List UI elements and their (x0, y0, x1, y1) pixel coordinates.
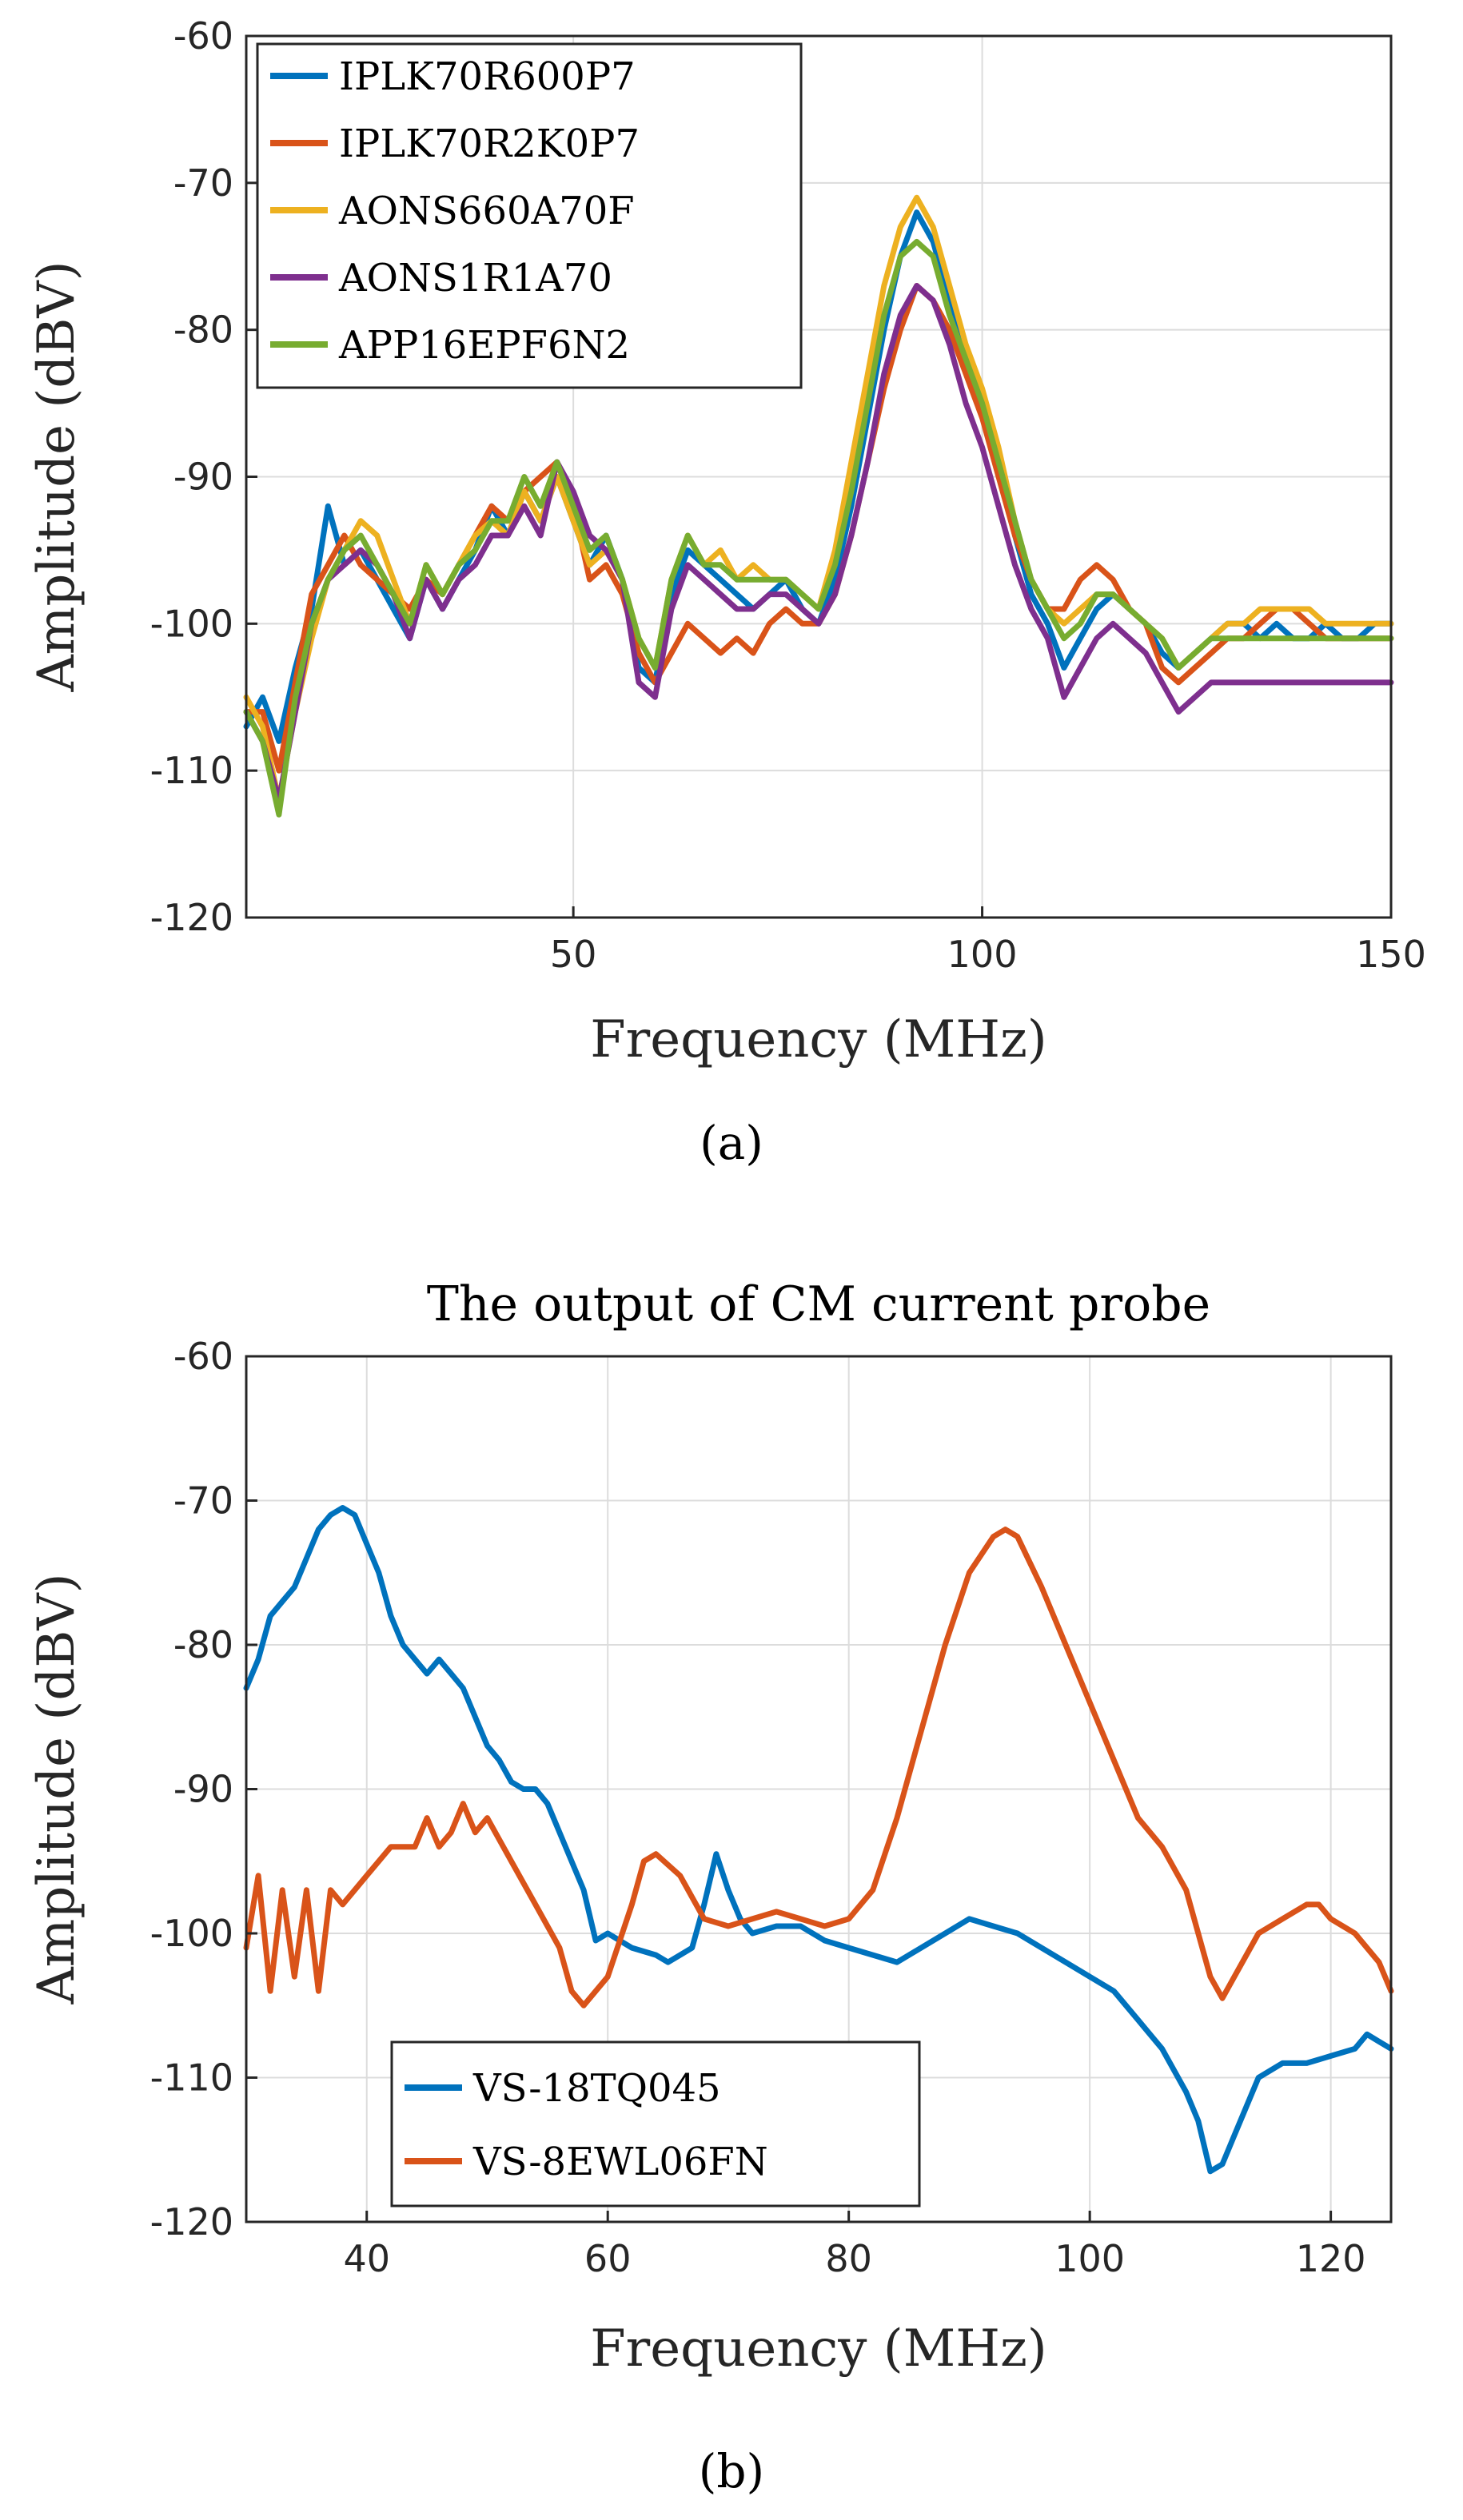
series-line-app16epf6n2 (243, 238, 1394, 818)
y-tick-label: -90 (173, 456, 233, 499)
x-tick-label: 40 (343, 2237, 390, 2280)
x-ticks-b: 40 60 80 100 120 (343, 2211, 1366, 2280)
legend-label: AONS660A70F (338, 189, 635, 233)
legend-entries-a: IPLK70R600P7 IPLK70R2K0P7 AONS660A70F AONS1… (270, 54, 640, 368)
legend-b: VS-18TQ045 VS-8EWL06FN (390, 2040, 921, 2207)
x-tick-label: 50 (550, 933, 597, 976)
panel-a: -60 -70 -80 -90 -100 -110 -120 50 100 150 Freque… (27, 14, 1426, 1170)
x-axis-label-b: Frequency (MHz) (590, 2319, 1047, 2379)
series-group-a (243, 194, 1394, 818)
legend-label: VS-18TQ045 (472, 2066, 721, 2111)
y-tick-label: -80 (173, 1623, 233, 1666)
y-axis-label-a: Amplitude (dBV) (27, 261, 86, 692)
x-tick-label: 100 (1054, 2237, 1125, 2280)
x-ticks-a: 50 100 150 (550, 906, 1426, 976)
chart-title-b: The output of CM current probe (427, 1276, 1210, 1332)
y-ticks-b: -60 -70 -80 -90 -100 -110 -120 (150, 1335, 257, 2243)
y-tick-label: -60 (173, 1335, 233, 1378)
caption-b: (b) (699, 2444, 764, 2498)
y-tick-label: -100 (150, 602, 233, 645)
x-tick-label: 120 (1296, 2237, 1366, 2280)
series-line-vs-18tq045 (243, 1505, 1394, 2175)
x-tick-label: 100 (947, 933, 1018, 976)
x-tick-label: 150 (1356, 933, 1426, 976)
series-line-aons1r1a70 (243, 283, 1394, 803)
legend-label: AONS1R1A70 (338, 256, 612, 301)
legend-label: VS-8EWL06FN (472, 2140, 768, 2184)
y-tick-label: -60 (173, 14, 233, 58)
y-tick-label: -70 (173, 161, 233, 205)
legend-label: IPLK70R2K0P7 (339, 121, 640, 166)
legend-label: IPLK70R600P7 (339, 54, 636, 99)
y-tick-label: -120 (150, 896, 233, 939)
y-tick-label: -110 (150, 749, 233, 792)
y-tick-label: -80 (173, 309, 233, 352)
caption-a: (a) (700, 1116, 763, 1170)
y-tick-label: -70 (173, 1479, 233, 1523)
legend-box-b (390, 2040, 921, 2207)
legend-a: IPLK70R600P7 IPLK70R2K0P7 AONS660A70F AONS1… (256, 42, 803, 389)
y-axis-label-b: Amplitude (dBV) (27, 1573, 86, 2004)
y-tick-label: -100 (150, 1912, 233, 1955)
x-axis-label-a: Frequency (MHz) (590, 1010, 1047, 1069)
series-line-vs-8ewl06fn (243, 1527, 1394, 2008)
x-tick-label: 80 (825, 2237, 872, 2280)
y-ticks-a: -60 -70 -80 -90 -100 -110 -120 (150, 14, 257, 939)
y-tick-label: -90 (173, 1768, 233, 1811)
y-tick-label: -110 (150, 2056, 233, 2100)
legend-label: APP16EPF6N2 (338, 323, 630, 368)
panel-b: The output of CM current probe -60 -70 -80… (27, 1276, 1394, 2498)
legend-entries-b: VS-18TQ045 VS-8EWL06FN (405, 2066, 768, 2184)
series-group-b (243, 1505, 1394, 2175)
legend-box-a (256, 42, 803, 389)
x-tick-label: 60 (584, 2237, 632, 2280)
y-tick-label: -120 (150, 2200, 233, 2243)
